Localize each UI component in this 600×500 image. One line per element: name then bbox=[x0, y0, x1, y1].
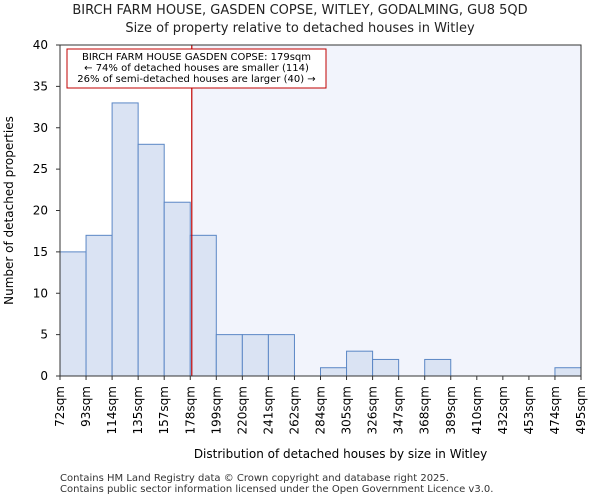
x-tick-label: 220sqm bbox=[235, 386, 249, 434]
x-tick-label: 432sqm bbox=[496, 386, 510, 434]
histogram-chart: 0 5 10 15 20 25 30 35 40 72sqm 93sqm 114sqm 135sqm 1… bbox=[2, 38, 588, 461]
chart-title-address: BIRCH FARM HOUSE, GASDEN COPSE, WITLEY, … bbox=[72, 3, 528, 18]
x-tick-label: 453sqm bbox=[522, 386, 536, 434]
y-tick-label: 40 bbox=[33, 38, 48, 52]
histogram-bar bbox=[215, 334, 243, 377]
histogram-bar bbox=[424, 358, 452, 377]
x-tick-label: 326sqm bbox=[366, 386, 380, 434]
x-tick-label: 474sqm bbox=[548, 386, 562, 434]
y-tick-label: 30 bbox=[33, 121, 48, 135]
histogram-bar bbox=[59, 251, 87, 377]
x-tick-label: 93sqm bbox=[79, 386, 93, 427]
x-tick-label: 262sqm bbox=[287, 386, 301, 434]
x-tick-label: 305sqm bbox=[340, 386, 354, 434]
y-tick-label: 0 bbox=[40, 369, 48, 383]
histogram-bar bbox=[241, 334, 269, 377]
x-tick-label: 347sqm bbox=[392, 386, 406, 434]
histogram-bar bbox=[85, 234, 113, 377]
x-tick-label: 72sqm bbox=[53, 386, 67, 427]
annotation-line-2: ← 74% of detached houses are smaller (11… bbox=[84, 63, 309, 74]
footer-copyright: Contains HM Land Registry data © Crown c… bbox=[60, 473, 449, 484]
y-axis-label: Number of detached properties bbox=[2, 116, 16, 305]
x-tick-label: 368sqm bbox=[418, 386, 432, 434]
x-tick-label: 199sqm bbox=[209, 386, 223, 434]
histogram-bar bbox=[372, 358, 400, 377]
annotation-box: BIRCH FARM HOUSE GASDEN COPSE: 179sqm ← … bbox=[66, 48, 327, 89]
chart-subtitle: Size of property relative to detached ho… bbox=[125, 21, 475, 36]
annotation-line-3: 26% of semi-detached houses are larger (… bbox=[77, 74, 315, 85]
x-tick-label: 284sqm bbox=[314, 386, 328, 434]
footer-licence: Contains public sector information licen… bbox=[60, 484, 494, 495]
x-tick-label: 135sqm bbox=[131, 386, 145, 434]
histogram-bar bbox=[320, 367, 348, 377]
x-tick-label: 410sqm bbox=[470, 386, 484, 434]
x-tick-label: 114sqm bbox=[105, 386, 119, 434]
histogram-bar bbox=[137, 143, 165, 377]
y-tick-label: 20 bbox=[33, 204, 48, 218]
annotation-line-1: BIRCH FARM HOUSE GASDEN COPSE: 179sqm bbox=[82, 52, 311, 63]
histogram-bar bbox=[267, 334, 295, 377]
histogram-bar bbox=[189, 234, 217, 377]
x-tick-label: 389sqm bbox=[444, 386, 458, 434]
histogram-bar bbox=[111, 102, 139, 377]
x-tick-label: 157sqm bbox=[157, 386, 171, 434]
larger-properties-region bbox=[191, 45, 581, 376]
x-tick-label: 178sqm bbox=[183, 386, 197, 434]
x-tick-label: 495sqm bbox=[574, 386, 588, 434]
histogram-bar bbox=[163, 201, 191, 377]
y-tick-label: 35 bbox=[33, 79, 48, 93]
histogram-bar bbox=[554, 367, 582, 377]
x-tick-label: 241sqm bbox=[261, 386, 275, 434]
plot-frame bbox=[59, 44, 582, 377]
histogram-bar bbox=[346, 350, 374, 377]
x-axis-label: Distribution of detached houses by size … bbox=[194, 447, 487, 461]
y-tick-label: 15 bbox=[33, 245, 48, 259]
y-tick-label: 25 bbox=[33, 162, 48, 176]
y-tick-label: 5 bbox=[40, 328, 48, 342]
y-tick-label: 10 bbox=[33, 286, 48, 300]
